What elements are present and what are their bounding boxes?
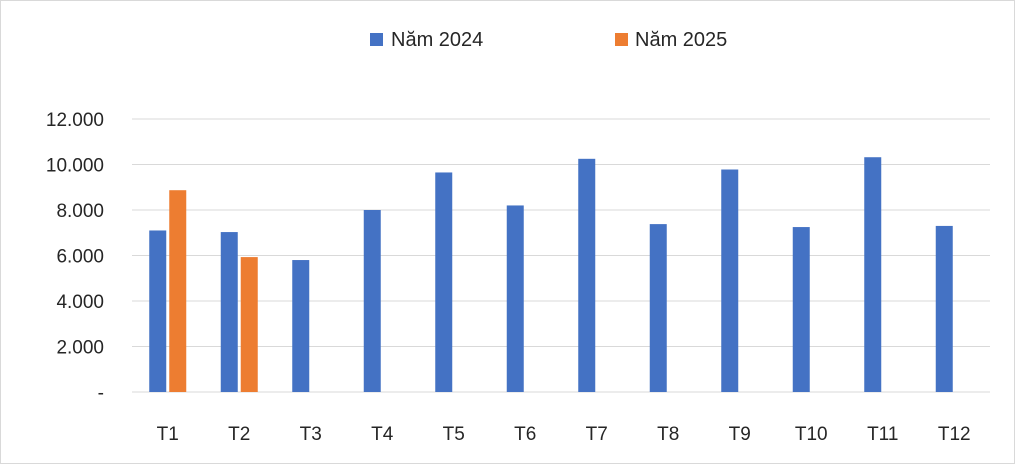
x-tick-label: T1 xyxy=(157,424,179,445)
bar-t11-series-1 xyxy=(864,157,882,392)
x-tick-label: T10 xyxy=(795,424,828,445)
y-tick-label: 6.000 xyxy=(56,247,104,268)
bar-t2-series-2 xyxy=(240,257,258,392)
bar-t10-series-1 xyxy=(792,227,810,392)
y-tick-label: - xyxy=(98,383,104,404)
y-tick-label: 10.000 xyxy=(46,156,104,177)
x-tick-label: T3 xyxy=(300,424,322,445)
x-tick-label: T7 xyxy=(586,424,608,445)
bar-t1-series-1 xyxy=(149,230,167,392)
bar-t7-series-1 xyxy=(578,158,596,392)
x-tick-label: T5 xyxy=(443,424,465,445)
x-tick-label: T6 xyxy=(514,424,536,445)
bar-t12-series-1 xyxy=(935,225,953,392)
y-tick-label: 4.000 xyxy=(56,292,104,313)
bar-t9-series-1 xyxy=(721,169,739,392)
bar-t8-series-1 xyxy=(649,224,667,392)
bar-t6-series-1 xyxy=(506,205,524,392)
x-tick-label: T2 xyxy=(228,424,250,445)
legend-swatch-1 xyxy=(370,33,383,46)
x-tick-label: T9 xyxy=(729,424,751,445)
bar-t1-series-2 xyxy=(169,190,187,392)
y-tick-label: 8.000 xyxy=(56,201,104,222)
x-tick-label: T8 xyxy=(657,424,679,445)
legend-label-2: Năm 2025 xyxy=(635,29,727,51)
y-tick-label: 12.000 xyxy=(46,110,104,131)
bar-t2-series-1 xyxy=(220,232,238,392)
x-tick-label: T4 xyxy=(371,424,394,445)
x-tick-label: T11 xyxy=(867,424,898,445)
legend-label-1: Năm 2024 xyxy=(391,29,483,51)
legend-swatch-2 xyxy=(615,33,628,46)
y-tick-label: 2.000 xyxy=(56,338,104,359)
bar-t5-series-1 xyxy=(435,172,453,392)
bar-t3-series-1 xyxy=(292,260,310,392)
bar-t4-series-1 xyxy=(363,210,381,392)
x-tick-label: T12 xyxy=(938,424,971,445)
